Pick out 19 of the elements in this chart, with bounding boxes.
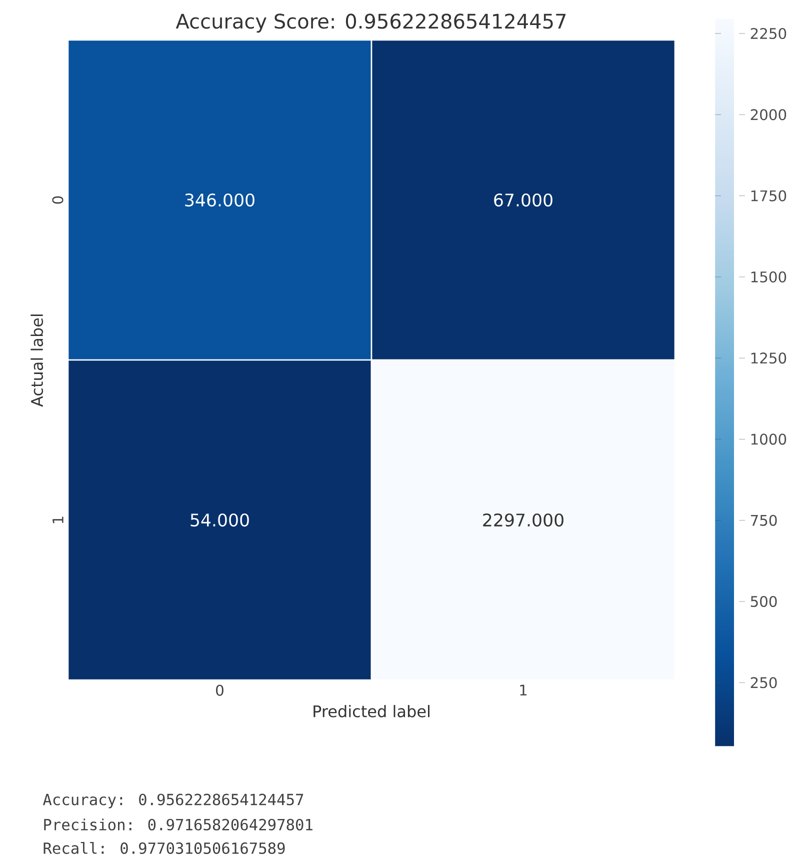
color-bar-label: 750 [750,514,777,526]
text: Precision: 0.9716582064297801 [44,818,312,830]
data-label: 67.000 [494,193,552,207]
color-bar-label: 500 [750,596,777,608]
chart-title: Accuracy Score: 0.9562228654124457 [176,14,566,33]
text: Recall: 0.9770310506167589 [44,842,285,854]
color-bar-label: 1250 [751,352,786,364]
color-bar-label: 1750 [751,190,786,202]
color-bar-label: 1500 [751,271,786,282]
y-axis-title: Actual label [30,314,44,407]
color-bar-label: 2000 [750,109,786,120]
color-bar-label: 250 [750,677,777,688]
color-bar-label: 1000 [751,434,786,445]
color-bar-label: 2250 [750,28,786,40]
data-label: 346.000 [185,193,254,207]
text: Accuracy: 0.9562228654124457 [42,794,304,808]
x-axis-title: Predicted label [314,704,430,718]
data-label: 54.000 [190,513,249,527]
data-label: 2297.000 [483,513,564,527]
